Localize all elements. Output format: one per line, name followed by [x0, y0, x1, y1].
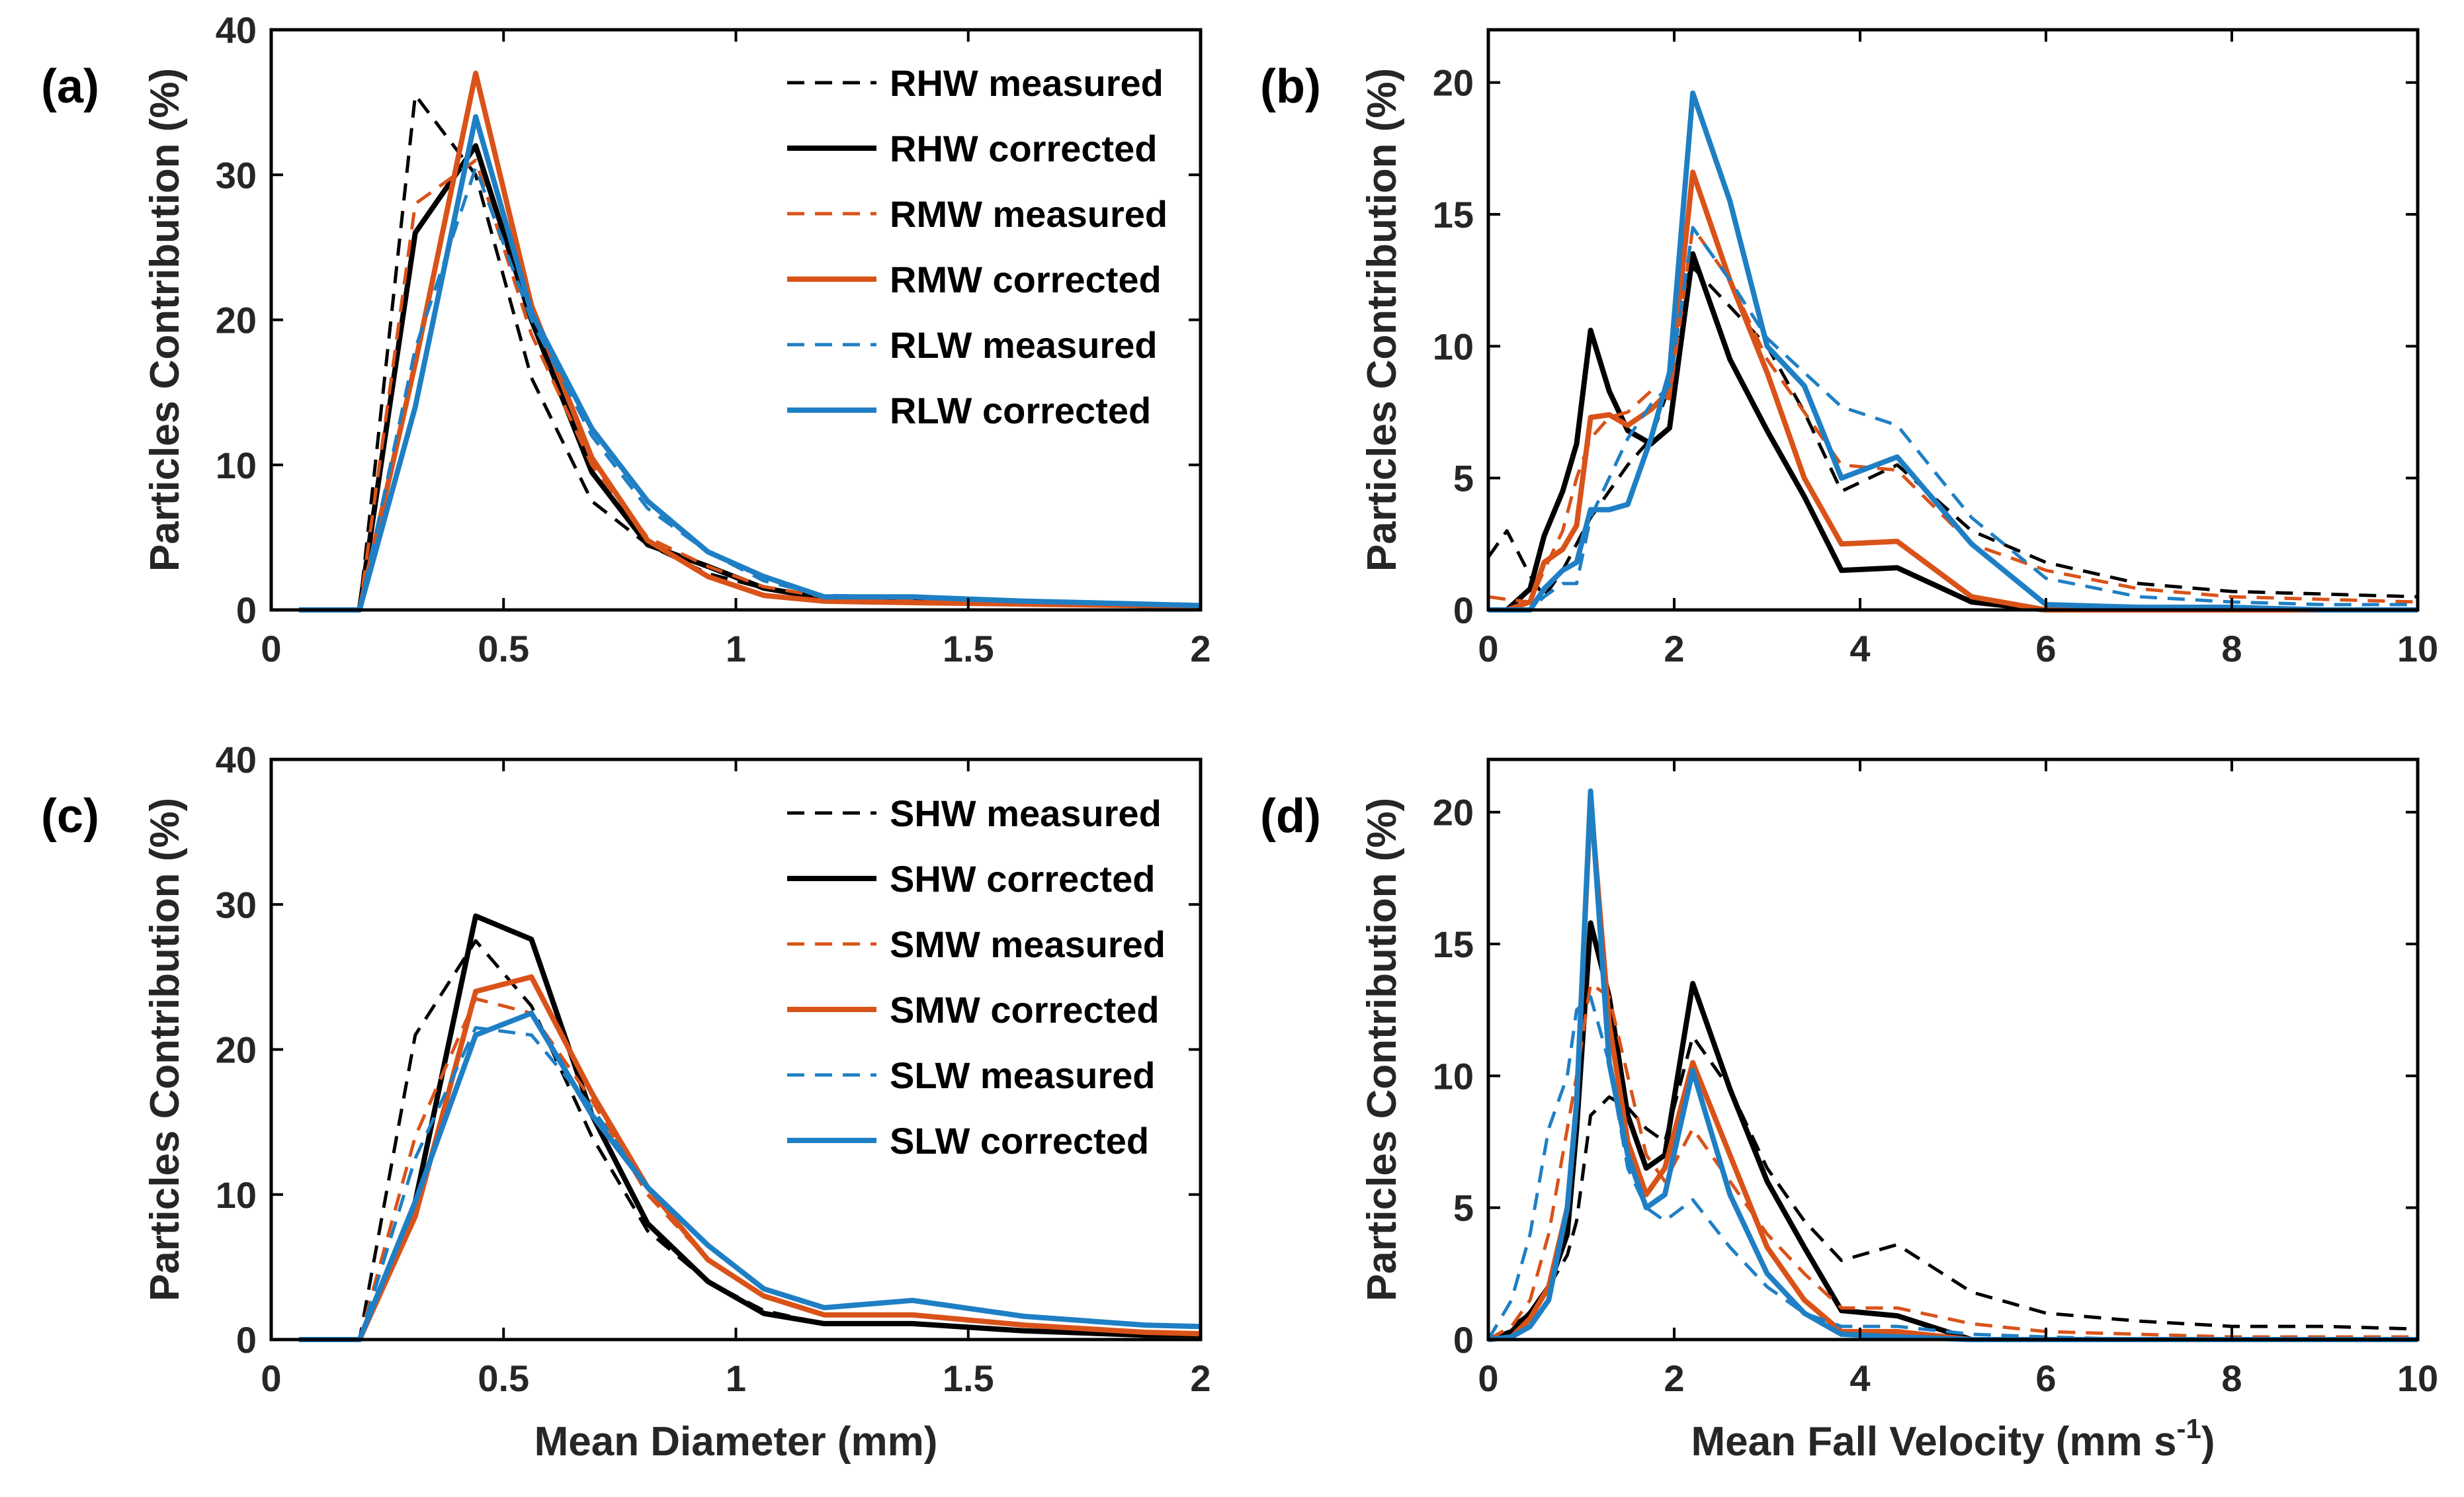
y-tick-label: 10: [1433, 1055, 1474, 1097]
y-tick-label: 5: [1453, 458, 1474, 499]
y-tick-label: 15: [1433, 194, 1474, 235]
y-tick-label: 40: [216, 9, 257, 51]
legend-label: SLW corrected: [890, 1120, 1149, 1162]
x-tick-label: 4: [1849, 628, 1870, 669]
x-tick-label: 2: [1664, 628, 1684, 669]
x-tick-label: 10: [2397, 1357, 2438, 1399]
x-tick-label: 1: [726, 628, 746, 669]
x-tick-label: 1.5: [943, 1357, 994, 1399]
series-line-slw-measured: [1486, 995, 2418, 1342]
x-tick-label: 8: [2221, 628, 2242, 669]
x-tick-label: 2: [1190, 1357, 1211, 1399]
legend-label: SLW measured: [890, 1054, 1155, 1096]
legend-label: RMW corrected: [890, 259, 1162, 300]
x-axis-title: Mean Fall Velocity (mm s-1): [1691, 1413, 2215, 1465]
legend-label: RLW corrected: [890, 390, 1151, 431]
panel-label: (d): [1260, 790, 1321, 843]
panel-label: (c): [41, 790, 99, 843]
y-tick-label: 10: [216, 445, 257, 486]
x-tick-label: 0: [261, 1357, 281, 1399]
legend-label: RHW corrected: [890, 128, 1158, 169]
panel-label: (a): [41, 60, 99, 113]
y-tick-label: 5: [1453, 1187, 1474, 1229]
x-axis-title-main: Mean Fall Velocity (mm s: [1691, 1419, 2177, 1465]
y-tick-label: 20: [216, 1029, 257, 1071]
y-tick-label: 10: [216, 1174, 257, 1216]
x-axis-title-tail: ): [2201, 1419, 2215, 1465]
series-line-smw-measured: [1487, 982, 2418, 1342]
series-line-shw-measured: [1487, 1035, 2418, 1342]
series-line-rmw-measured: [1488, 226, 2418, 604]
x-tick-label: 10: [2397, 628, 2438, 669]
legend-label: RLW measured: [890, 324, 1158, 366]
axes-box: [269, 28, 1203, 612]
y-axis-title: Particles Contribution (%): [1359, 798, 1405, 1301]
x-axis-title: Mean Diameter (mm): [534, 1419, 938, 1465]
series-line-rmw-measured: [299, 158, 1201, 612]
x-tick-label: 0.5: [478, 628, 529, 669]
x-tick-label: 1: [726, 1357, 746, 1399]
legend-label: SMW corrected: [890, 989, 1160, 1031]
panel-d: 0 2 4 6 8 10 0 5 10 15 20 Particles Contribution (%…: [1260, 757, 2438, 1465]
series-line-shw-corrected: [299, 913, 1201, 1342]
x-tick-label: 6: [2035, 628, 2056, 669]
axes-box: [1486, 28, 2420, 612]
y-tick-label: 0: [236, 589, 257, 631]
legend-label: SMW measured: [890, 923, 1166, 965]
y-tick-label: 15: [1433, 923, 1474, 965]
series-line-rlw-corrected: [1488, 90, 2418, 613]
series-line-rhw-corrected: [1488, 251, 2418, 613]
y-tick-label: 0: [1453, 589, 1474, 631]
y-axis-title: Particles Contribution (%): [142, 798, 188, 1301]
series-line-slw-corrected: [299, 1010, 1201, 1342]
y-axis-title: Particles Contribution (%): [142, 68, 188, 572]
x-tick-label: 8: [2221, 1357, 2242, 1399]
y-tick-label: 30: [216, 154, 257, 196]
legend: RHW measured RHW corrected RMW measured RMW…: [787, 62, 1168, 431]
axes-box: [269, 757, 1203, 1342]
y-tick-label: 10: [1433, 325, 1474, 367]
y-tick-label: 20: [1433, 62, 1474, 104]
panel-label: (b): [1260, 60, 1321, 113]
x-axis-title-main: Mean Diameter (mm): [534, 1419, 938, 1465]
series-line-rlw-corrected: [299, 114, 1201, 613]
series-line-rlw-measured: [1488, 226, 2418, 612]
y-tick-label: 40: [216, 739, 257, 781]
x-tick-label: 2: [1664, 1357, 1684, 1399]
x-tick-label: 6: [2035, 1357, 2056, 1399]
x-tick-label: 0.5: [478, 1357, 529, 1399]
legend-label: RMW measured: [890, 193, 1168, 235]
legend-label: RHW measured: [890, 62, 1164, 104]
x-tick-label: 0: [1478, 628, 1498, 669]
axes-box: [1486, 757, 2420, 1342]
legend-label: SHW measured: [890, 792, 1162, 834]
y-tick-label: 0: [1453, 1319, 1474, 1361]
y-axis-title: Particles Contribution (%): [1359, 68, 1405, 572]
panel-b: 0 2 4 6 8 10 0 5 10 15 20 Particles Contribution (%…: [1260, 28, 2438, 669]
x-tick-label: 1.5: [943, 628, 994, 669]
legend-label: SHW corrected: [890, 858, 1155, 900]
y-tick-label: 30: [216, 884, 257, 925]
y-tick-label: 20: [216, 300, 257, 341]
series-line-rmw-corrected: [1488, 169, 2418, 613]
legend: SHW measured SHW corrected SMW measured SMW…: [787, 792, 1166, 1162]
x-tick-label: 0: [261, 628, 281, 669]
x-axis-title-superscript: -1: [2176, 1413, 2201, 1444]
y-tick-label: 20: [1433, 792, 1474, 834]
x-tick-label: 0: [1478, 1357, 1498, 1399]
x-tick-label: 2: [1190, 628, 1211, 669]
y-tick-label: 0: [236, 1319, 257, 1361]
series-line-slw-corrected: [1488, 788, 2418, 1342]
x-tick-label: 4: [1849, 1357, 1870, 1399]
series-line-rhw-measured: [299, 93, 1201, 612]
